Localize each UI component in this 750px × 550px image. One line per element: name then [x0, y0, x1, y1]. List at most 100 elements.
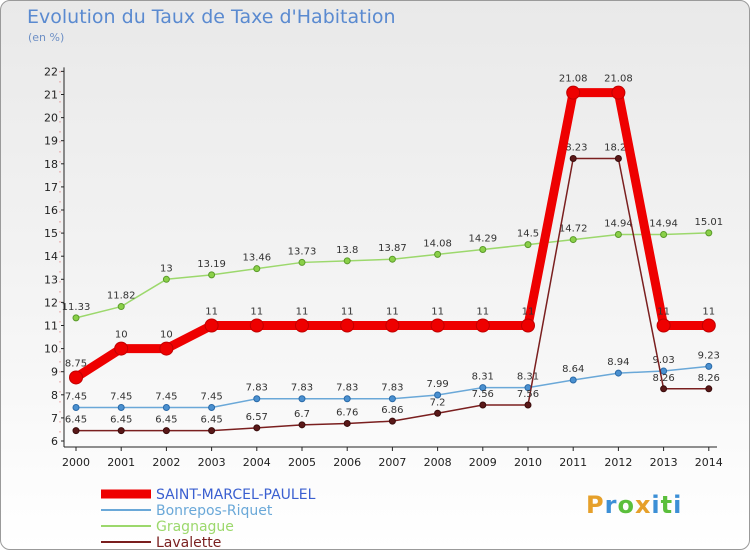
- x-tick-label: 2013: [650, 456, 678, 469]
- data-label: 11: [250, 307, 263, 318]
- data-label: 8.64: [562, 364, 584, 375]
- data-label: 14.94: [649, 218, 678, 229]
- data-point: [162, 427, 170, 435]
- data-label: 11: [522, 307, 535, 318]
- y-tick-label: 16: [44, 204, 58, 217]
- data-label: 18.23: [604, 142, 633, 153]
- data-point: [385, 318, 400, 333]
- data-label: 13: [160, 263, 173, 274]
- data-point: [656, 318, 671, 333]
- series-lavalette: 6.45 6.45 6.45 6.45 6.57 6.7 6.76 6.867.27.56 7.…: [65, 142, 720, 435]
- data-label: 10: [115, 330, 128, 341]
- data-label: 18.23: [559, 142, 588, 153]
- data-point: [479, 384, 487, 392]
- x-tick-label: 2005: [288, 456, 316, 469]
- data-point: [72, 404, 80, 412]
- x-tick-label: 2010: [514, 456, 542, 469]
- y-tick-label: 7: [51, 412, 58, 425]
- y-axis-unit: (en %): [28, 31, 65, 44]
- data-label: 13.73: [288, 246, 317, 257]
- data-label: 7.83: [291, 383, 313, 394]
- data-point: [249, 318, 264, 333]
- x-tick-label: 2011: [559, 456, 587, 469]
- data-label: 21.08: [559, 74, 588, 85]
- y-tick-label: 22: [44, 65, 58, 78]
- data-point: [253, 265, 261, 273]
- data-point: [705, 229, 713, 237]
- data-label: 10: [160, 330, 173, 341]
- data-point: [208, 427, 216, 435]
- data-label: 14.29: [468, 234, 497, 245]
- data-point: [343, 257, 351, 265]
- x-tick-label: 2006: [333, 456, 361, 469]
- data-label: 7.45: [155, 392, 177, 403]
- data-point: [298, 395, 306, 403]
- data-point: [340, 318, 355, 333]
- data-point: [701, 318, 716, 333]
- data-point: [162, 404, 170, 412]
- y-tick-label: 21: [44, 89, 58, 102]
- data-label: 7.83: [246, 383, 268, 394]
- data-label: 13.87: [378, 243, 407, 254]
- data-point: [117, 427, 125, 435]
- series-gragnague: 11.33 11.82 13 13.19 13.46 13.73 13.8 13.87 14.0…: [62, 217, 723, 322]
- data-label: 6.45: [200, 415, 222, 426]
- data-label: 7.56: [472, 389, 494, 400]
- y-tick-label: 10: [44, 343, 58, 356]
- data-point: [69, 370, 83, 385]
- data-point: [705, 362, 713, 370]
- data-point: [705, 385, 713, 393]
- data-point: [569, 154, 577, 162]
- chart-title: Evolution du Taux de Taxe d'Habitation: [27, 6, 396, 28]
- data-label: 11: [341, 307, 354, 318]
- data-point: [524, 241, 532, 249]
- data-label: 7.83: [381, 383, 403, 394]
- y-tick-label: 8: [51, 389, 58, 402]
- x-tick-label: 2012: [604, 456, 632, 469]
- x-tick-label: 2003: [198, 456, 226, 469]
- data-label: 13.19: [197, 259, 226, 270]
- data-point: [660, 230, 668, 238]
- data-label: 11.82: [107, 291, 136, 302]
- logo-letter: o: [617, 491, 635, 519]
- data-label: 6.45: [155, 415, 177, 426]
- logo-letter: i: [673, 491, 683, 519]
- data-label: 14.72: [559, 224, 588, 235]
- logo-letter: x: [634, 491, 652, 519]
- data-label: 9.23: [698, 350, 720, 361]
- data-label: 14.08: [423, 238, 452, 249]
- data-label: 6.45: [65, 415, 87, 426]
- data-label: 8.75: [65, 358, 87, 369]
- data-label: 7.45: [200, 392, 222, 403]
- data-label: 7.45: [65, 392, 87, 403]
- data-label: 11.33: [62, 302, 91, 313]
- data-label: 21.08: [604, 74, 633, 85]
- logo-letter: r: [604, 491, 618, 519]
- data-point: [117, 303, 125, 311]
- data-label: 7.83: [336, 383, 358, 394]
- x-tick-label: 2008: [424, 456, 452, 469]
- data-point: [388, 417, 396, 425]
- y-tick-label: 17: [44, 181, 58, 194]
- data-point: [614, 369, 622, 377]
- x-tick-label: 2004: [243, 456, 271, 469]
- data-point: [162, 275, 170, 283]
- series-bonrepos-riquet: 7.45 7.45 7.45 7.45 7.83 7.83 7.83 7.83 7.99 8.31…: [65, 350, 720, 412]
- y-tick-label: 12: [44, 296, 58, 309]
- data-point: [434, 250, 442, 258]
- data-label: 8.31: [472, 372, 494, 383]
- y-tick-label: 6: [51, 435, 58, 448]
- data-label: 15.01: [694, 217, 723, 228]
- data-point: [295, 318, 309, 333]
- data-label: 11: [431, 307, 444, 318]
- data-point: [569, 236, 577, 244]
- logo-letter: i: [651, 491, 661, 519]
- x-tick-label: 2002: [152, 456, 180, 469]
- y-tick-label: 14: [44, 250, 58, 263]
- data-point: [72, 427, 80, 435]
- data-point: [434, 409, 442, 417]
- data-point: [524, 401, 532, 409]
- data-point: [343, 419, 351, 427]
